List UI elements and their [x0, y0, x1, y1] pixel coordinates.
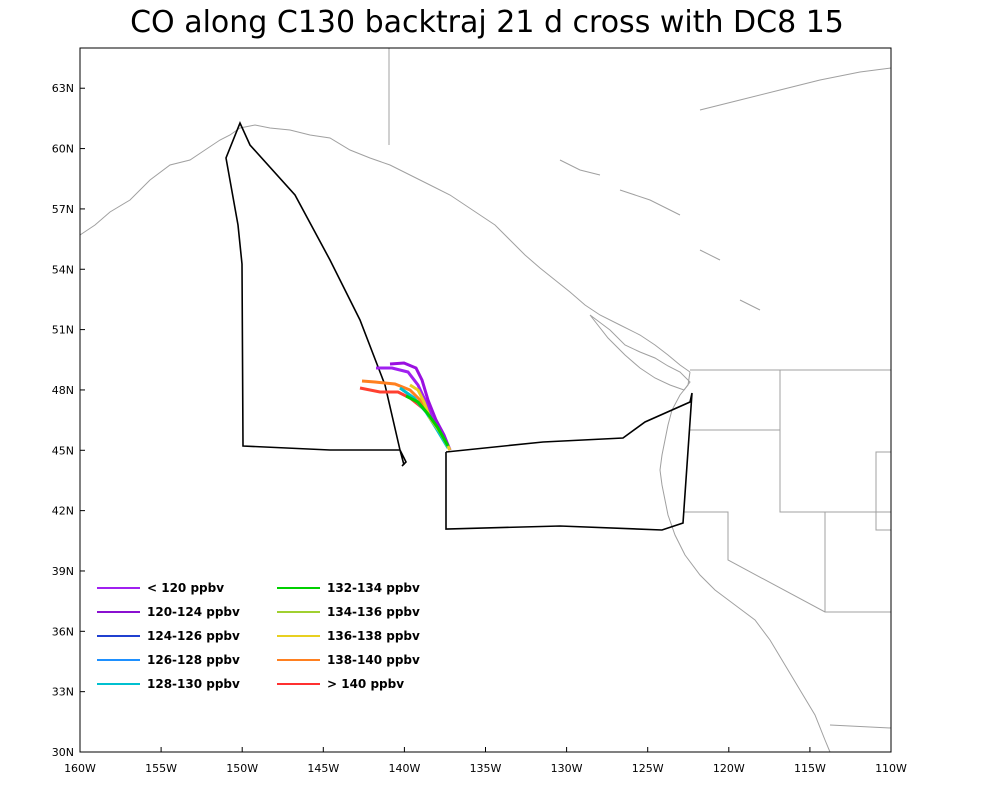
legend-label: 136-138 ppbv — [327, 629, 420, 643]
x-tick-label: 150W — [226, 762, 258, 775]
x-tick-label: 110W — [875, 762, 907, 775]
y-tick-label: 45N — [52, 444, 74, 457]
y-tick-label: 36N — [52, 625, 74, 638]
x-tick-label: 135W — [470, 762, 502, 775]
legend-label: 124-126 ppbv — [147, 629, 240, 643]
y-tick-label: 63N — [52, 82, 74, 95]
flight-track — [225, 120, 693, 531]
legend-label: < 120 ppbv — [147, 581, 224, 595]
legend-label: 126-128 ppbv — [147, 653, 240, 667]
legend-label: 134-136 ppbv — [327, 605, 420, 619]
y-tick-label: 51N — [52, 324, 74, 337]
legend-label: 120-124 ppbv — [147, 605, 240, 619]
x-tick-label: 125W — [632, 762, 664, 775]
x-tick-label: 145W — [307, 762, 339, 775]
y-tick-label: 33N — [52, 686, 74, 699]
x-tick-label: 155W — [145, 762, 177, 775]
y-tick-label: 39N — [52, 565, 74, 578]
legend-label: 132-134 ppbv — [327, 581, 420, 595]
coastlines — [79, 48, 892, 753]
back-trajectories — [359, 361, 452, 451]
axis-ticks: 160W 155W 150W 145W 140W 135W 130W 125W 120W 115W… — [52, 82, 907, 775]
legend-label: 138-140 ppbv — [327, 653, 420, 667]
x-tick-label: 130W — [551, 762, 583, 775]
y-tick-label: 57N — [52, 203, 74, 216]
y-tick-label: 54N — [52, 263, 74, 276]
map-frame — [79, 47, 892, 753]
x-tick-label: 115W — [794, 762, 826, 775]
legend-label: > 140 ppbv — [327, 677, 404, 691]
y-tick-label: 60N — [52, 143, 74, 156]
map-title: CO along C130 backtraj 21 d cross with D… — [130, 5, 844, 40]
x-tick-label: 120W — [713, 762, 745, 775]
y-tick-label: 48N — [52, 384, 74, 397]
y-tick-label: 42N — [52, 505, 74, 518]
x-tick-label: 160W — [64, 762, 96, 775]
y-tick-label: 30N — [52, 746, 74, 759]
x-tick-label: 140W — [388, 762, 420, 775]
legend: < 120 ppbv 120-124 ppbv 124-126 ppbv 126-12… — [97, 581, 420, 691]
legend-label: 128-130 ppbv — [147, 677, 240, 691]
